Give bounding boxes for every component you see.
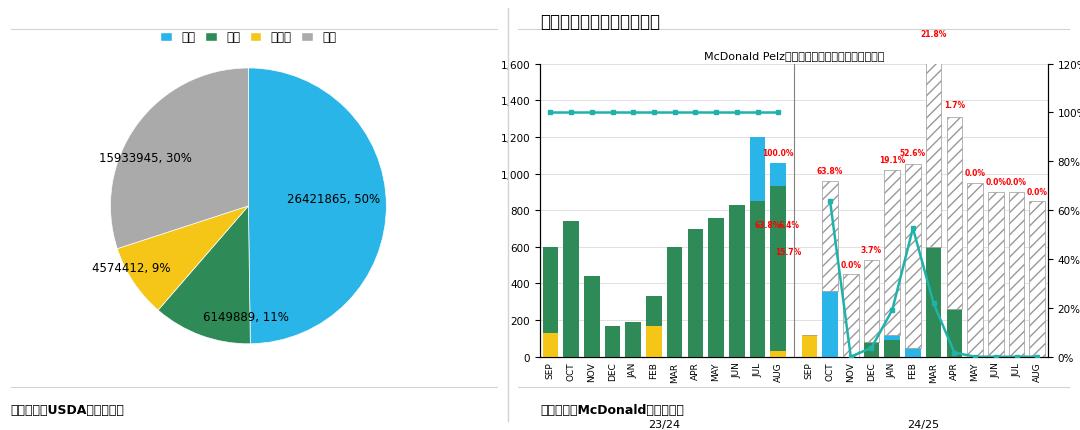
Bar [1009,192,1024,357]
Text: 24/25: 24/25 [907,419,940,429]
Text: 数据来源：USDA，国富期货: 数据来源：USDA，国富期货 [11,403,124,416]
Text: 0.0%: 0.0% [985,178,1007,187]
Bar [542,333,558,357]
Bar [946,117,962,310]
Bar [988,192,1003,357]
Bar [750,138,766,202]
Text: 数据来源：McDonald，国富期货: 数据来源：McDonald，国富期货 [540,403,684,416]
Text: 图：中国采购大豆进度情况: 图：中国采购大豆进度情况 [540,13,660,31]
Bar [729,205,744,357]
Text: 0.0%: 0.0% [840,260,861,269]
Text: 63.8%: 63.8% [816,167,843,176]
Bar [770,163,786,187]
Bar [1029,202,1045,357]
Title: McDonald Pelz：中国进口大豆采购进度（万吨）: McDonald Pelz：中国进口大豆采购进度（万吨） [703,51,885,61]
Text: 3.7%: 3.7% [861,246,882,255]
Wedge shape [158,206,251,344]
Bar [822,291,838,357]
Text: 21.8%: 21.8% [920,30,947,39]
Bar [708,218,724,357]
Bar [801,335,818,357]
Bar [968,183,983,357]
Bar [885,341,900,357]
Bar [946,310,962,357]
Bar [750,202,766,357]
Bar [864,260,879,342]
Text: 0.0%: 0.0% [1007,178,1027,187]
Text: 15933945, 30%: 15933945, 30% [98,152,191,165]
Bar [542,247,558,333]
Bar [564,221,579,357]
Text: 0.0%: 0.0% [964,169,986,178]
Text: 6.4%: 6.4% [778,220,799,229]
Bar [625,322,642,357]
Bar [667,247,683,357]
Bar [822,181,838,291]
Text: 1.7%: 1.7% [944,101,964,110]
Text: 100.0%: 100.0% [762,149,794,158]
Bar [584,276,599,357]
Text: 63.8%: 63.8% [755,220,781,229]
Bar [646,326,662,357]
Text: 26421865, 50%: 26421865, 50% [287,193,380,206]
Bar [864,342,879,357]
Bar [646,297,662,326]
Bar [605,326,620,357]
Bar [905,348,920,357]
Bar [885,335,900,341]
Text: 6149889, 11%: 6149889, 11% [203,310,288,323]
Text: 19.1%: 19.1% [879,156,905,165]
Bar [926,46,942,247]
Wedge shape [118,206,248,310]
Text: 52.6%: 52.6% [900,149,926,158]
Text: 0.0%: 0.0% [1027,187,1048,196]
Bar [885,170,900,335]
Bar [926,247,942,357]
Wedge shape [248,69,387,344]
Bar [843,275,859,357]
Legend: 中国, 欧盟, 墨西哥, 其他: 中国, 欧盟, 墨西哥, 其他 [156,27,341,49]
Wedge shape [110,69,248,249]
Bar [770,351,786,357]
Text: 4574412, 9%: 4574412, 9% [92,262,171,275]
Text: 15.7%: 15.7% [775,247,801,256]
Text: 23/24: 23/24 [648,419,680,429]
Bar [905,165,920,348]
Bar [688,229,703,357]
Bar [770,187,786,351]
